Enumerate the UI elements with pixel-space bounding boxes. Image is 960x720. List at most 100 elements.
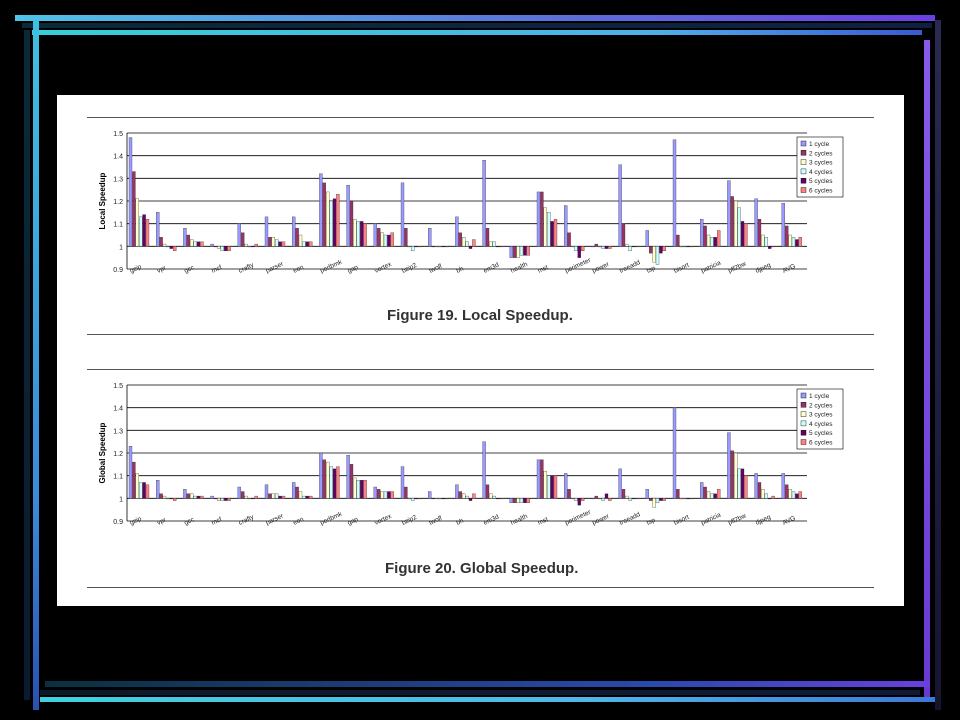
y-tick-label: 1.4 xyxy=(113,154,123,161)
bar xyxy=(414,498,418,500)
x-tick-label: AVG xyxy=(782,263,797,275)
bar xyxy=(577,246,581,258)
legend-label: 5 cycles xyxy=(809,430,833,437)
bar xyxy=(730,450,734,499)
bar xyxy=(190,239,194,247)
legend-swatch xyxy=(800,411,807,417)
bar xyxy=(618,164,622,247)
x-tick-label: perimeter xyxy=(564,509,593,527)
bar xyxy=(649,246,653,254)
bar xyxy=(380,232,384,247)
bar xyxy=(635,498,639,500)
x-tick-label: treeadd xyxy=(618,259,641,275)
bar xyxy=(213,246,218,248)
bar xyxy=(166,498,170,500)
bar xyxy=(387,234,391,247)
bar xyxy=(791,491,796,499)
x-tick-label: perimeter xyxy=(564,257,593,275)
x-tick-label: twolf xyxy=(428,263,443,275)
bar xyxy=(700,218,704,247)
x-tick-label: patricia xyxy=(700,259,722,274)
bar xyxy=(302,241,306,247)
y-tick-label: 1.5 xyxy=(113,383,123,390)
bar xyxy=(645,489,649,499)
bar xyxy=(278,241,282,247)
bar xyxy=(275,239,279,247)
y-tick-label: 1.3 xyxy=(113,176,123,183)
divider-rule-lower xyxy=(87,369,874,370)
x-tick-label: bisort xyxy=(673,514,691,527)
bar xyxy=(411,498,415,501)
bar xyxy=(186,493,190,499)
bar xyxy=(356,480,360,499)
bar xyxy=(679,498,683,500)
bar xyxy=(169,246,173,249)
bar xyxy=(349,464,354,499)
bar xyxy=(319,452,323,499)
bar xyxy=(608,246,612,249)
bar xyxy=(434,246,439,248)
bar xyxy=(581,246,585,252)
frame-bar-top-light xyxy=(15,15,935,21)
bar xyxy=(241,491,245,499)
legend-swatch xyxy=(800,159,807,165)
legend-swatch xyxy=(800,420,807,427)
x-tick-label: gap xyxy=(346,516,359,527)
bar xyxy=(156,212,160,247)
bar xyxy=(135,473,139,499)
bar xyxy=(591,246,595,248)
bar xyxy=(689,498,694,500)
bar xyxy=(458,232,462,247)
bar xyxy=(162,495,167,499)
bar xyxy=(431,246,435,248)
bar xyxy=(142,482,146,499)
x-tick-label: eon xyxy=(292,264,305,275)
bar xyxy=(322,182,326,247)
bar xyxy=(553,475,558,499)
bar xyxy=(771,495,775,499)
bar xyxy=(196,495,201,499)
bar xyxy=(499,498,503,500)
bar xyxy=(417,498,422,500)
bar xyxy=(757,482,762,499)
frame-bar-left-dark xyxy=(24,30,30,700)
x-tick-label: parser xyxy=(265,512,285,526)
bar xyxy=(363,480,367,499)
bar xyxy=(553,218,558,247)
bar xyxy=(438,246,442,248)
bar xyxy=(683,246,687,248)
bar xyxy=(710,237,714,247)
bar xyxy=(183,489,187,499)
bar xyxy=(220,498,224,501)
bar xyxy=(621,489,626,499)
bar xyxy=(132,461,136,499)
bar xyxy=(618,468,622,499)
bar xyxy=(570,246,575,248)
legend-label: 2 cycles xyxy=(809,150,833,157)
bar xyxy=(659,498,663,501)
bar xyxy=(407,246,411,248)
bar xyxy=(628,246,632,252)
bar xyxy=(183,228,187,247)
bar xyxy=(703,225,707,247)
x-tick-label: health xyxy=(510,261,529,275)
x-tick-label: crafty xyxy=(238,261,256,274)
legend-swatch xyxy=(800,430,807,436)
bar xyxy=(373,486,377,499)
bar xyxy=(472,493,476,499)
bar xyxy=(468,246,473,249)
x-tick-label: perlbmk xyxy=(319,258,344,274)
x-tick-label: eon xyxy=(292,516,305,527)
bar xyxy=(594,495,598,499)
x-tick-label: perlbmk xyxy=(319,510,344,526)
bar xyxy=(373,223,377,247)
bar xyxy=(526,246,530,256)
bar xyxy=(224,246,228,252)
bar xyxy=(200,241,204,247)
bar xyxy=(346,184,350,247)
bar xyxy=(489,493,493,499)
x-tick-label: mst xyxy=(537,264,550,275)
bar xyxy=(441,246,445,248)
bar xyxy=(217,246,221,249)
x-tick-label: health xyxy=(510,513,529,527)
